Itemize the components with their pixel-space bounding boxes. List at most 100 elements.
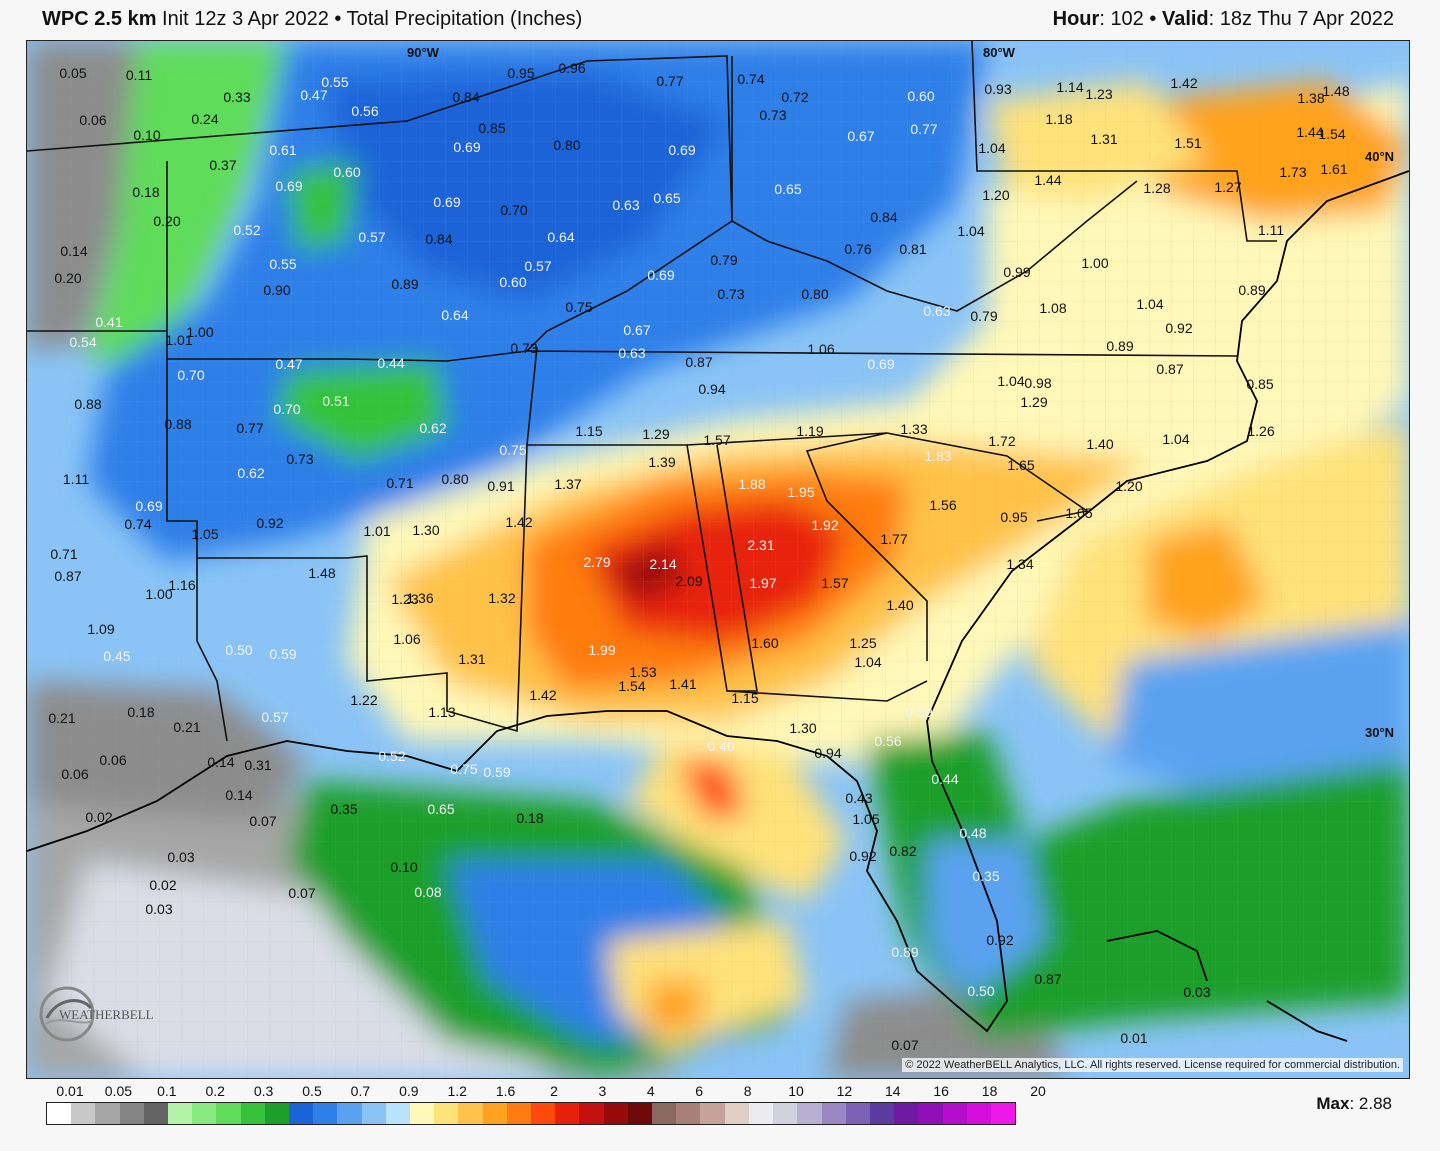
precip-value-label: 1.48 <box>1322 83 1350 99</box>
precip-value-label: 0.65 <box>653 190 681 206</box>
precip-value-label: 1.29 <box>1020 394 1048 410</box>
precip-value-label: 0.92 <box>1165 320 1193 336</box>
precip-value-label: 1.11 <box>62 471 90 487</box>
precip-value-label: 0.79 <box>970 308 998 324</box>
legend-tick-label: 14 <box>885 1083 901 1099</box>
precip-value-label: 0.31 <box>244 757 272 773</box>
legend-color-swatch <box>458 1103 483 1124</box>
precip-value-label: 1.18 <box>1045 111 1073 127</box>
legend-color-swatch <box>918 1103 943 1124</box>
precip-value-label: 1.04 <box>1136 296 1164 312</box>
precip-value-label: 0.67 <box>623 322 651 338</box>
precip-value-label: 1.30 <box>789 720 817 736</box>
precip-value-label: 0.03 <box>1183 984 1211 1000</box>
precip-value-label: 0.20 <box>153 213 181 229</box>
legend-color-swatch <box>748 1103 774 1124</box>
precip-value-label: 0.45 <box>103 648 131 664</box>
legend-tick-labels: 0.01 0.05 0.1 0.2 0.3 0.5 0.7 0.9 1.2 1.6 2 3 4 6 8 10 1… <box>46 1082 1045 1102</box>
precip-value-label: 0.62 <box>419 420 447 436</box>
precip-value-label: 0.60 <box>333 164 361 180</box>
precip-value-label: 1.65 <box>1007 457 1035 473</box>
precip-value-label: 1.57 <box>703 432 731 448</box>
precip-value-label: 1.38 <box>1297 90 1325 106</box>
precip-value-label: 0.76 <box>844 241 872 257</box>
precip-value-label: 1.51 <box>1174 135 1202 151</box>
legend-color-swatch <box>821 1103 846 1124</box>
precip-value-label: 0.18 <box>127 704 155 720</box>
valid-time-header: Hour: 102 • Valid: 18z Thu 7 Apr 2022 <box>1052 8 1394 30</box>
precip-value-label: 0.92 <box>256 515 284 531</box>
legend-color-swatch <box>990 1103 1016 1124</box>
precip-value-label: 0.84 <box>425 231 453 247</box>
precip-value-label: 0.47 <box>275 356 303 372</box>
precip-value-label: 1.00 <box>145 586 173 602</box>
legend-color-swatch <box>313 1103 338 1124</box>
precip-value-label: 1.97 <box>749 575 777 591</box>
precip-value-label: 0.89 <box>1238 282 1266 298</box>
legend-color-swatch <box>531 1103 556 1124</box>
precip-value-label: 0.75 <box>450 761 478 777</box>
precipitation-field <box>27 41 1409 1078</box>
precip-value-label: 0.87 <box>685 354 713 370</box>
precip-value-label: 1.13 <box>428 704 456 720</box>
precip-value-label: 1.42 <box>1170 75 1198 91</box>
precip-value-label: 0.75 <box>499 442 527 458</box>
precip-value-label: 0.77 <box>656 73 684 89</box>
precip-value-label: 0.40 <box>707 738 735 754</box>
precip-value-label: 1.00 <box>186 324 214 340</box>
precip-value-label: 0.44 <box>377 355 405 371</box>
legend-color-swatch <box>579 1103 604 1124</box>
legend-color-swatch <box>410 1103 435 1124</box>
precip-value-label: 0.88 <box>164 416 192 432</box>
precip-value-label: 0.51 <box>322 393 350 409</box>
precip-value-label: 0.75 <box>565 299 593 315</box>
legend-color-swatch <box>71 1103 96 1124</box>
precip-value-label: 0.69 <box>135 498 163 514</box>
logo-wordmark: WEATHERBELL <box>59 1007 154 1022</box>
latitude-label-40n: 40°N <box>1365 149 1395 164</box>
legend-tick-label: 8 <box>743 1083 752 1099</box>
precip-value-label: 1.29 <box>642 426 670 442</box>
precip-value-label: 0.62 <box>237 465 265 481</box>
precip-value-label: 0.01 <box>1120 1030 1148 1046</box>
precip-value-label: 1.05 <box>1065 505 1093 521</box>
max-number: 2.88 <box>1358 1094 1392 1113</box>
title-separator: • <box>1149 8 1157 30</box>
precip-value-label: 0.21 <box>48 710 76 726</box>
precip-value-label: 1.05 <box>191 526 219 542</box>
legend-color-swatch <box>845 1103 870 1124</box>
precip-value-label: 0.61 <box>269 142 297 158</box>
precip-value-label: 0.81 <box>899 241 927 257</box>
precip-value-label: 0.87 <box>1034 971 1062 987</box>
precip-value-label: 1.28 <box>1143 180 1171 196</box>
precip-value-label: 0.64 <box>547 229 575 245</box>
precip-value-label: 1.95 <box>787 484 815 500</box>
precip-value-label: 1.00 <box>1081 255 1109 271</box>
precip-value-label: 1.31 <box>1090 131 1118 147</box>
precip-value-label: 1.39 <box>648 454 676 470</box>
precip-value-label: 0.57 <box>358 229 386 245</box>
init-time: Init 12z 3 Apr 2022 <box>162 8 329 30</box>
precip-value-label: 1.54 <box>1318 126 1346 142</box>
copyright-notice: © 2022 WeatherBELL Analytics, LLC. All r… <box>902 1058 1403 1072</box>
precip-value-label: 0.14 <box>207 754 235 770</box>
precip-value-label: 1.41 <box>669 676 697 692</box>
precip-value-label: 1.09 <box>87 621 115 637</box>
precip-value-label: 0.14 <box>60 243 88 259</box>
legend-color-swatch <box>942 1103 967 1124</box>
title-separator: • <box>334 8 342 30</box>
precip-value-label: 0.69 <box>275 178 303 194</box>
precip-value-label: 0.69 <box>867 356 895 372</box>
precip-value-label: 0.69 <box>668 142 696 158</box>
precip-value-label: 0.70 <box>177 367 205 383</box>
precip-value-label: 0.77 <box>236 420 264 436</box>
precip-value-label: 1.44 <box>1034 172 1062 188</box>
precip-value-label: 0.70 <box>500 202 528 218</box>
precip-value-label: 1.25 <box>849 635 877 651</box>
precip-value-label: 1.31 <box>458 651 486 667</box>
precip-value-label: 1.04 <box>1162 431 1190 447</box>
legend-tick-label: 1.6 <box>495 1083 516 1099</box>
precip-value-label: 0.95 <box>1000 509 1028 525</box>
swirl-icon: WEATHERBELL <box>39 986 154 1042</box>
legend-color-swatch <box>264 1103 290 1124</box>
